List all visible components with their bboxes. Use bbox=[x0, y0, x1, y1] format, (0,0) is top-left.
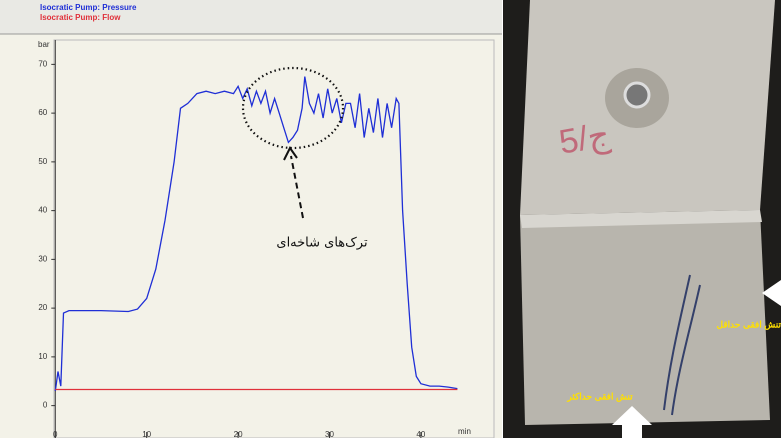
y-tick-label: 10 bbox=[38, 352, 47, 361]
plot-frame bbox=[53, 39, 495, 438]
plot: 0 10 20 30 40 50 60 70 0 10 20 30 40 bbox=[38, 39, 495, 438]
x-tick-label: 10 bbox=[142, 430, 151, 438]
annotation: ترک‌های شاخه‌ای bbox=[276, 236, 368, 251]
block-front bbox=[520, 210, 770, 425]
y-tick-label: 50 bbox=[38, 157, 47, 166]
x-axis-label: min bbox=[458, 427, 471, 436]
x-tick-label: 30 bbox=[325, 430, 334, 438]
x-tick-label: 40 bbox=[416, 430, 425, 438]
photo: 5/ج تنش افقی حداقل تنش افقی حداکثر bbox=[503, 0, 781, 438]
legend-entry: Isocratic Pump: Pressure bbox=[40, 3, 137, 12]
legend-entry: Isocratic Pump: Flow bbox=[40, 13, 121, 22]
y-tick-label: 30 bbox=[38, 254, 47, 263]
fitting bbox=[623, 81, 651, 109]
y-tick-label: 40 bbox=[38, 206, 47, 215]
chart-background bbox=[0, 0, 502, 438]
y-tick-label: 20 bbox=[38, 303, 47, 312]
series-line bbox=[54, 76, 458, 392]
arrow-min bbox=[762, 280, 781, 306]
fracture bbox=[663, 274, 701, 416]
block-edge bbox=[520, 210, 762, 228]
highlight-ellipse bbox=[241, 66, 345, 150]
arrow-max bbox=[612, 406, 652, 438]
legend-band bbox=[0, 0, 502, 34]
arrow-head bbox=[283, 146, 298, 161]
y-tick-label: 60 bbox=[38, 108, 47, 117]
x-tick-label: 20 bbox=[234, 430, 243, 438]
annotation-arrow bbox=[290, 155, 304, 219]
y-tick-label: 0 bbox=[43, 401, 48, 410]
y-tick-label: 70 bbox=[38, 59, 47, 68]
x-tick-label: 0 bbox=[53, 430, 58, 438]
label-min: تنش افقی حداقل bbox=[717, 319, 781, 330]
label-max: تنش افقی حداکثر bbox=[566, 391, 633, 402]
y-axis-label: bar bbox=[38, 40, 50, 49]
